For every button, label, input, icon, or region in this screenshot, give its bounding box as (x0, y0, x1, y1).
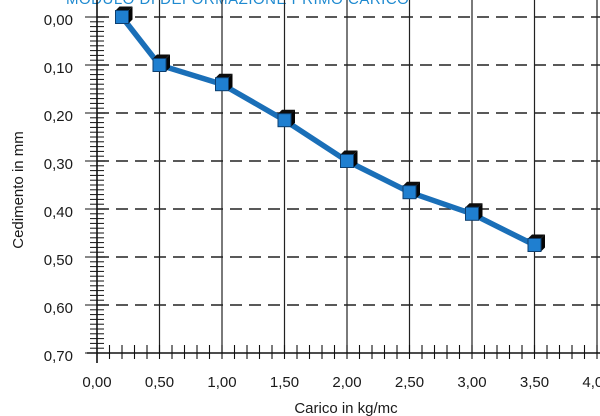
y-tick-label: 0,40 (44, 204, 73, 221)
data-point (215, 73, 233, 92)
x-tick-label: 1,50 (270, 374, 299, 391)
marker-front-face (277, 113, 292, 128)
data-point (527, 234, 545, 252)
marker-side-face (541, 234, 545, 252)
x-tick-label: 0,50 (145, 374, 174, 391)
y-tick-label: 0,50 (44, 252, 73, 269)
marker-side-face (478, 203, 483, 221)
marker-side-face (166, 54, 170, 72)
x-axis-title: Carico in kg/mc (294, 400, 398, 416)
data-point (115, 6, 133, 24)
marker-top-face (278, 109, 295, 114)
marker-top-face (215, 73, 233, 78)
marker-top-face (528, 234, 545, 239)
marker-front-face (152, 58, 167, 72)
y-tick-label: 0,20 (44, 108, 73, 125)
marker-top-face (465, 203, 483, 208)
x-tick-label: 4,00 (582, 374, 600, 391)
chart-title: MODULO DI DEFORMAZIONE PRIMO CARICO (66, 0, 409, 8)
marker-top-face (403, 181, 420, 186)
series-line (119, 15, 536, 248)
y-tick-label: 0,70 (44, 348, 73, 365)
data-point (402, 181, 420, 200)
x-tick-label: 2,50 (395, 374, 424, 391)
x-tick-label: 1,00 (207, 374, 236, 391)
x-tick-label: 2,00 (332, 374, 361, 391)
x-tick-label: 3,00 (457, 374, 486, 391)
y-tick-label: 0,00 (44, 12, 73, 29)
marker-front-face (340, 154, 354, 168)
x-tick-label: 3,50 (520, 374, 549, 391)
marker-front-face (465, 206, 479, 221)
y-tick-label: 0,60 (44, 300, 73, 317)
y-tick-label: 0,30 (44, 156, 73, 173)
marker-side-face (291, 109, 295, 127)
marker-front-face (215, 77, 229, 92)
marker-top-face (340, 150, 358, 155)
marker-front-face (115, 10, 129, 24)
x-tick-label: 0,00 (82, 374, 111, 391)
y-axis-title: Cedimento in mm (10, 131, 27, 249)
data-point (277, 109, 295, 128)
data-point (465, 203, 483, 221)
marker-top-face (115, 6, 133, 11)
marker-side-face (416, 181, 420, 199)
marker-side-face (353, 150, 358, 168)
data-point (340, 150, 358, 168)
marker-side-face (228, 73, 233, 91)
marker-front-face (402, 185, 417, 200)
marker-front-face (527, 238, 542, 252)
y-tick-label: 0,10 (44, 60, 73, 77)
marker-top-face (153, 54, 170, 59)
data-point (152, 54, 170, 72)
marker-side-face (128, 6, 133, 24)
